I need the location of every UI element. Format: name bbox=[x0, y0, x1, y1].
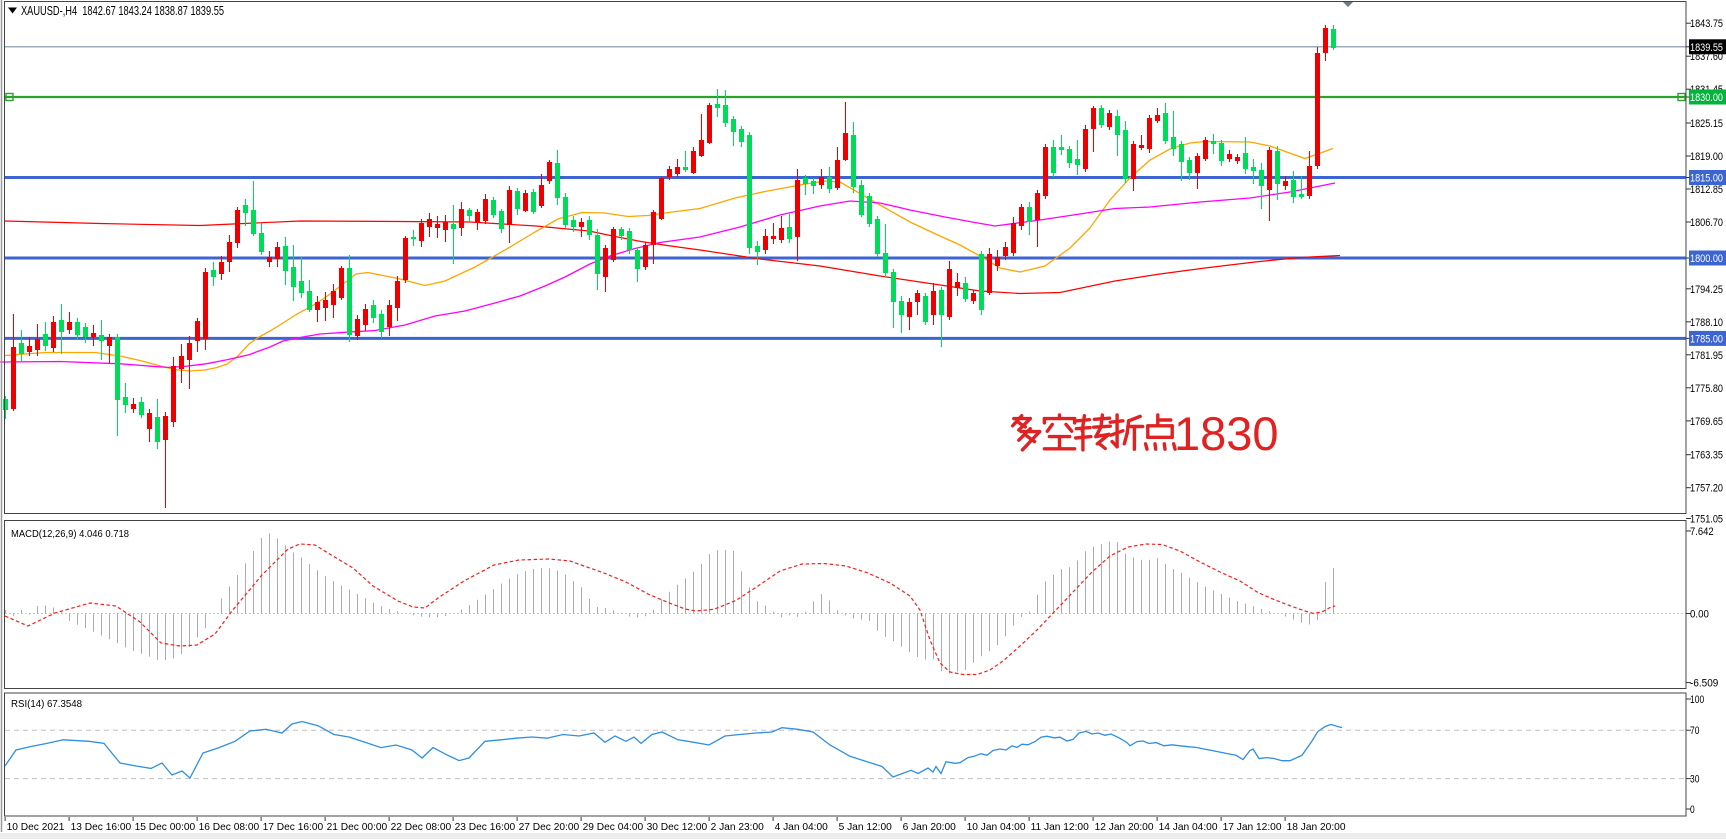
svg-text:-6.509: -6.509 bbox=[1690, 678, 1718, 690]
svg-text:21 Dec 00:00: 21 Dec 00:00 bbox=[327, 822, 388, 833]
svg-text:2 Jan 23:00: 2 Jan 23:00 bbox=[711, 822, 765, 833]
svg-text:29 Dec 04:00: 29 Dec 04:00 bbox=[583, 822, 644, 833]
svg-text:23 Dec 16:00: 23 Dec 16:00 bbox=[455, 822, 516, 833]
svg-text:1800.00: 1800.00 bbox=[1690, 253, 1723, 265]
svg-text:6 Jan 20:00: 6 Jan 20:00 bbox=[903, 822, 957, 833]
svg-text:1825.15: 1825.15 bbox=[1690, 118, 1723, 130]
svg-text:1839.55: 1839.55 bbox=[1690, 42, 1723, 54]
svg-text:30 Dec 12:00: 30 Dec 12:00 bbox=[647, 822, 708, 833]
svg-text:17 Jan 12:00: 17 Jan 12:00 bbox=[1223, 822, 1282, 833]
svg-text:15 Dec 00:00: 15 Dec 00:00 bbox=[135, 822, 196, 833]
svg-text:100: 100 bbox=[1690, 694, 1704, 706]
svg-text:1788.10: 1788.10 bbox=[1690, 317, 1723, 329]
svg-text:30: 30 bbox=[1690, 774, 1699, 786]
svg-text:1843.75: 1843.75 bbox=[1690, 18, 1723, 30]
svg-text:1751.05: 1751.05 bbox=[1690, 514, 1723, 526]
svg-text:70: 70 bbox=[1690, 725, 1699, 737]
svg-text:12 Jan 20:00: 12 Jan 20:00 bbox=[1095, 822, 1154, 833]
svg-text:11 Jan 12:00: 11 Jan 12:00 bbox=[1031, 822, 1089, 833]
svg-text:1815.00: 1815.00 bbox=[1690, 173, 1723, 185]
svg-text:1830.00: 1830.00 bbox=[1690, 92, 1723, 104]
svg-text:22 Dec 08:00: 22 Dec 08:00 bbox=[391, 822, 452, 833]
svg-text:1830: 1830 bbox=[1174, 407, 1279, 460]
svg-text:14 Jan 04:00: 14 Jan 04:00 bbox=[1159, 822, 1218, 833]
svg-text:10 Jan 04:00: 10 Jan 04:00 bbox=[967, 822, 1026, 833]
svg-text:1769.65: 1769.65 bbox=[1690, 416, 1723, 428]
svg-text:1775.80: 1775.80 bbox=[1690, 383, 1723, 395]
svg-text:RSI(14) 67.3548: RSI(14) 67.3548 bbox=[11, 698, 82, 710]
svg-text:XAUUSD-,H4 1842.67 1843.24 18: XAUUSD-,H4 1842.67 1843.24 1838.87 1839.… bbox=[21, 4, 224, 18]
svg-text:18 Jan 20:00: 18 Jan 20:00 bbox=[1287, 822, 1346, 833]
svg-text:1812.85: 1812.85 bbox=[1690, 184, 1723, 196]
svg-text:0.00: 0.00 bbox=[1690, 609, 1709, 621]
svg-text:7.642: 7.642 bbox=[1690, 526, 1714, 538]
svg-text:1781.95: 1781.95 bbox=[1690, 350, 1723, 362]
svg-text:27 Dec 20:00: 27 Dec 20:00 bbox=[519, 822, 580, 833]
svg-text:1819.00: 1819.00 bbox=[1690, 151, 1723, 163]
svg-text:17 Dec 16:00: 17 Dec 16:00 bbox=[263, 822, 324, 833]
svg-text:1757.20: 1757.20 bbox=[1690, 483, 1723, 495]
svg-text:0: 0 bbox=[1690, 804, 1695, 816]
svg-text:MACD(12,26,9) 4.046 0.718: MACD(12,26,9) 4.046 0.718 bbox=[11, 528, 129, 540]
svg-text:10 Dec 2021: 10 Dec 2021 bbox=[7, 822, 65, 833]
svg-text:13 Dec 16:00: 13 Dec 16:00 bbox=[71, 822, 132, 833]
svg-text:5 Jan 12:00: 5 Jan 12:00 bbox=[839, 822, 893, 833]
svg-text:1806.70: 1806.70 bbox=[1690, 217, 1723, 229]
svg-text:1785.00: 1785.00 bbox=[1690, 333, 1723, 345]
svg-text:1763.35: 1763.35 bbox=[1690, 450, 1723, 462]
svg-text:4 Jan 04:00: 4 Jan 04:00 bbox=[775, 822, 829, 833]
svg-text:1794.25: 1794.25 bbox=[1690, 284, 1723, 296]
svg-text:16 Dec 08:00: 16 Dec 08:00 bbox=[199, 822, 260, 833]
